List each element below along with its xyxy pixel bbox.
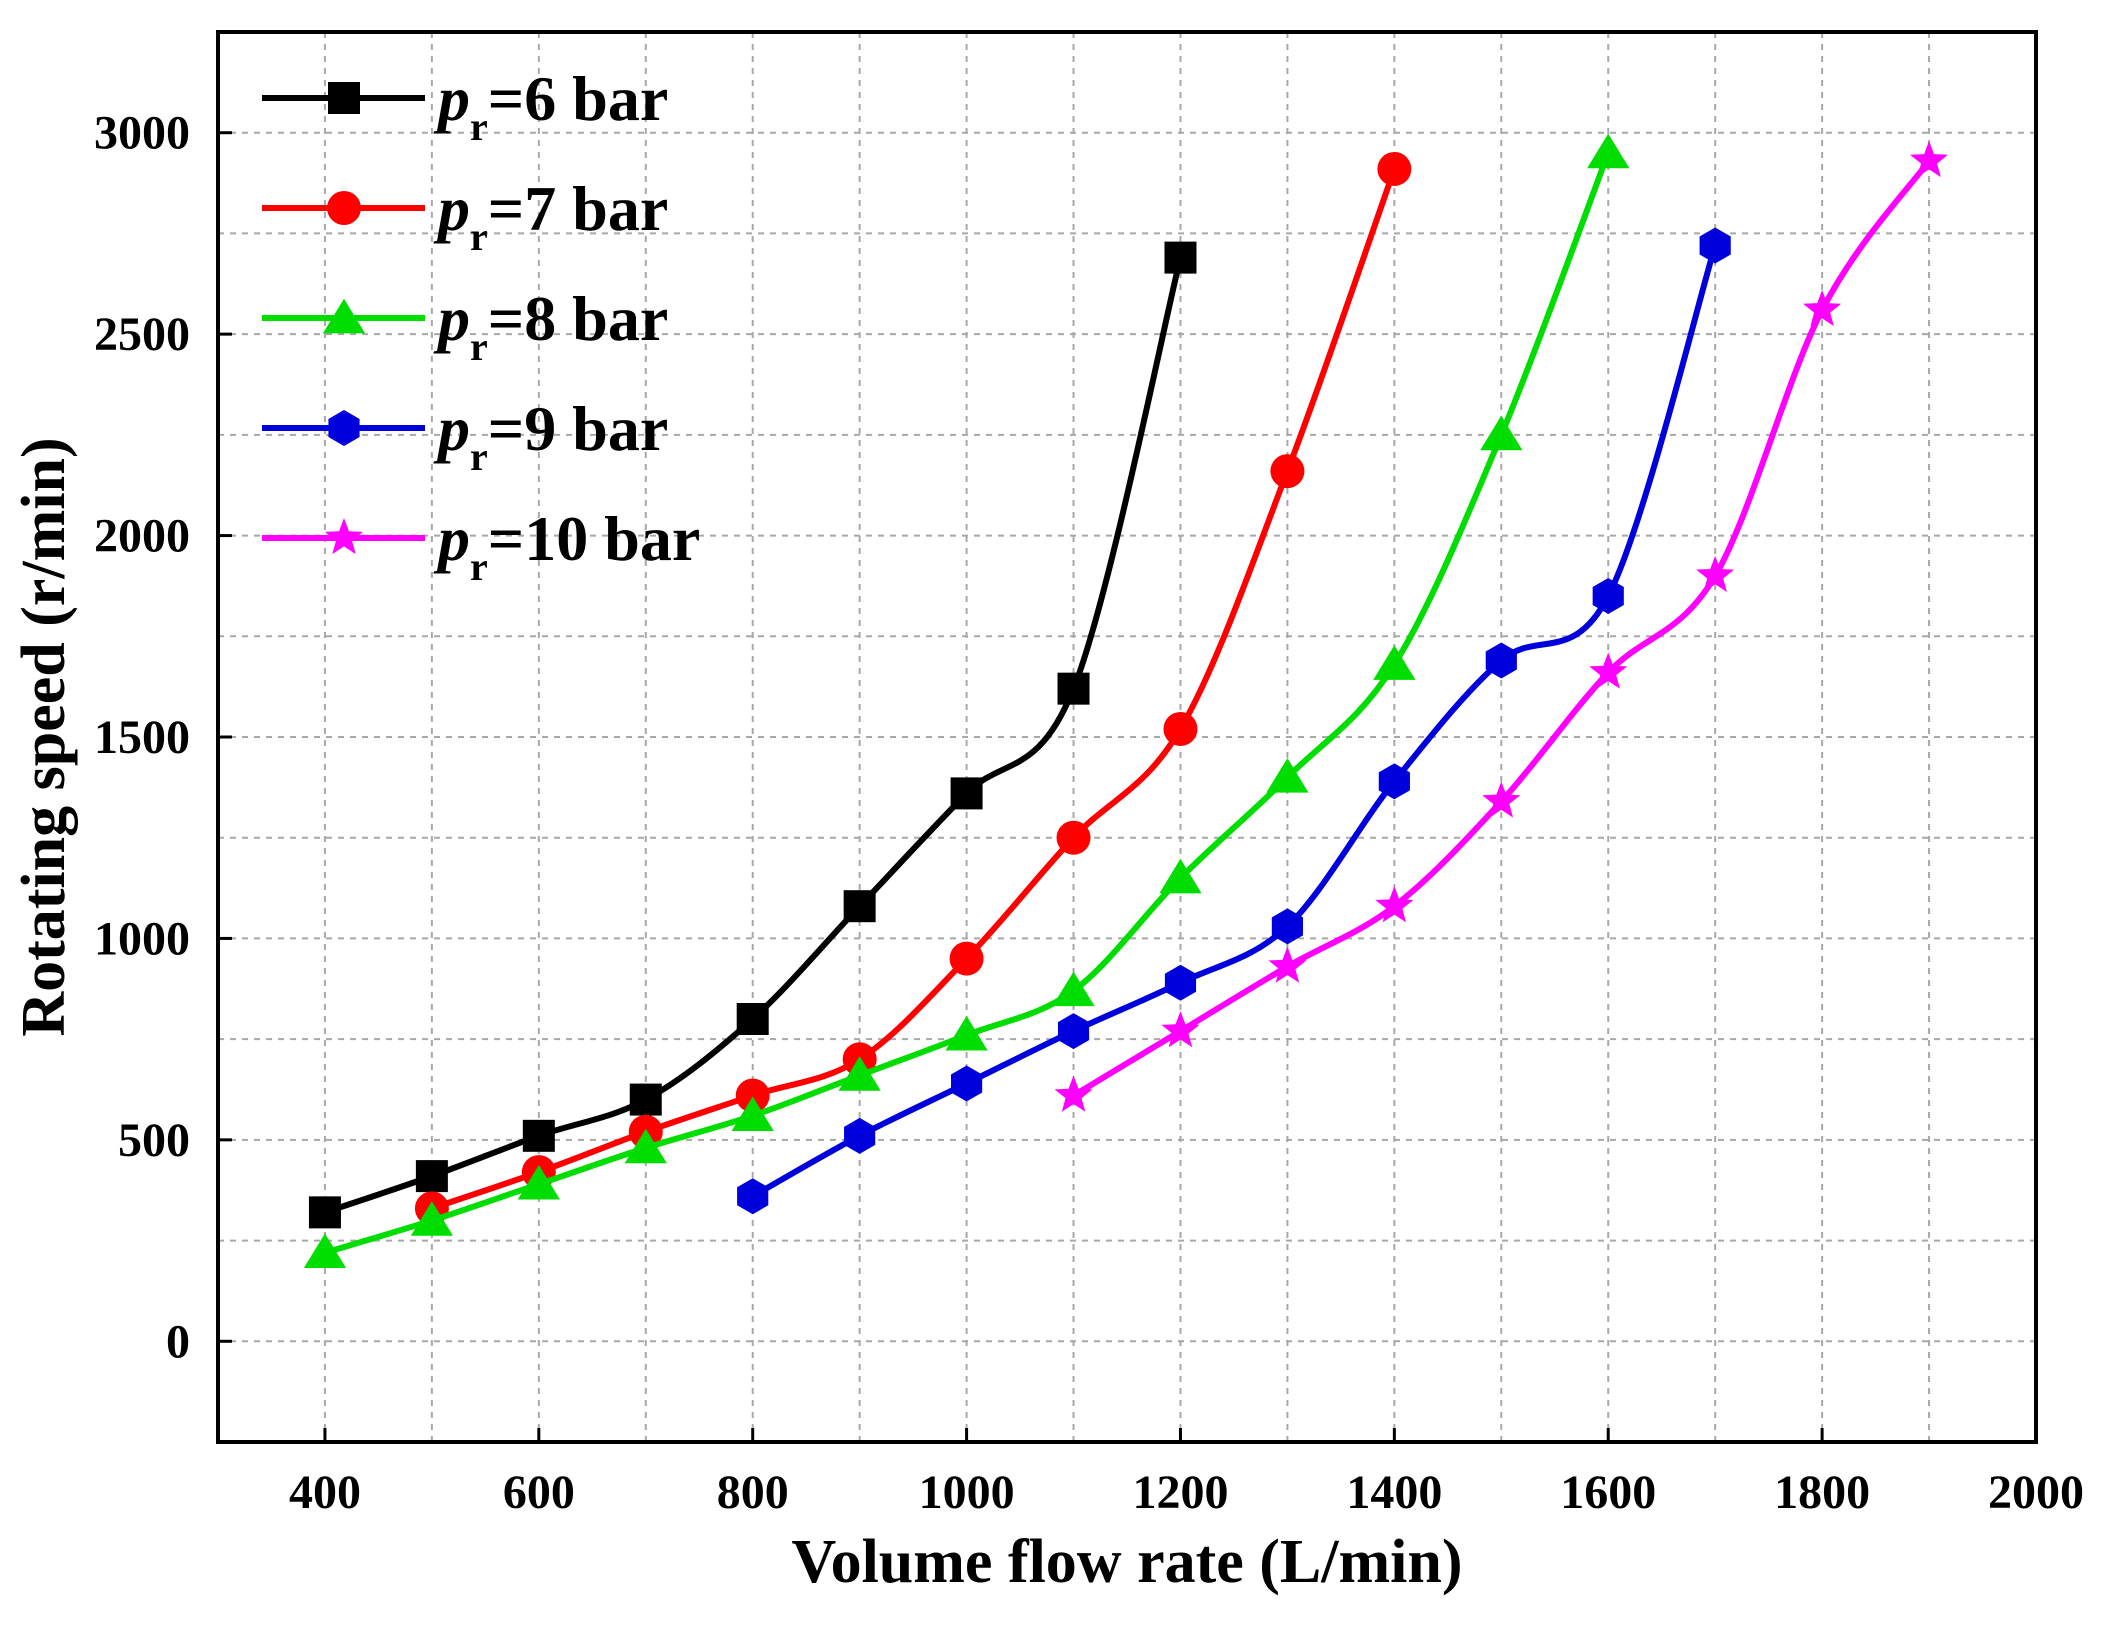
series-4: [737, 227, 1731, 1215]
y-tick-label: 2000: [94, 510, 190, 563]
x-tick-label: 600: [503, 1466, 575, 1519]
data-point: [1268, 946, 1307, 983]
x-tick-label: 800: [717, 1466, 789, 1519]
legend-marker: [327, 191, 361, 225]
data-point: [1378, 763, 1410, 800]
data-point: [1057, 1013, 1090, 1050]
data-point: [1375, 886, 1414, 923]
legend-item: pr=9 bar: [262, 393, 668, 479]
data-point: [1699, 227, 1731, 264]
x-tick-label: 2000: [1988, 1466, 2084, 1519]
data-point: [1052, 971, 1095, 1007]
data-point: [945, 1015, 988, 1051]
x-tick-label: 1000: [919, 1466, 1015, 1519]
legend-label: pr=10 bar: [433, 503, 700, 589]
data-point: [1056, 820, 1091, 855]
data-point: [1377, 151, 1412, 186]
x-tick-label: 400: [289, 1466, 361, 1519]
y-tick-label: 1000: [94, 912, 190, 965]
x-tick-label: 1800: [1774, 1466, 1870, 1519]
series-5: [1054, 140, 1949, 1112]
legend-item: pr=7 bar: [262, 173, 668, 259]
data-point: [1696, 555, 1735, 593]
legend-item: pr=10 bar: [262, 503, 700, 589]
series-line: [1071, 159, 1932, 1099]
data-point: [410, 1201, 454, 1236]
legend-marker: [324, 518, 364, 555]
legend-marker: [328, 410, 360, 446]
y-axis-title: Rotating speed (r/min): [10, 437, 78, 1036]
legend-item: pr=6 bar: [262, 63, 668, 149]
data-point: [1271, 908, 1304, 945]
data-point: [629, 1083, 662, 1116]
x-tick-label: 1200: [1132, 1466, 1228, 1519]
y-tick-label: 3000: [94, 107, 190, 160]
legend-label: pr=6 bar: [433, 63, 668, 149]
data-point: [1482, 781, 1521, 818]
y-tick-label: 2500: [94, 308, 190, 361]
data-point: [737, 1178, 769, 1215]
data-point: [1803, 289, 1842, 327]
data-point: [1373, 645, 1416, 680]
x-tick-label: 1600: [1560, 1466, 1656, 1519]
series-layer: [303, 133, 1949, 1269]
series-1: [308, 241, 1197, 1229]
y-tick-label: 1500: [94, 711, 190, 764]
data-point: [1164, 241, 1197, 274]
data-point: [522, 1119, 555, 1152]
x-tick-label: 1400: [1346, 1466, 1442, 1519]
data-point: [1161, 1011, 1200, 1048]
data-point: [1163, 711, 1198, 746]
data-point: [1589, 652, 1628, 689]
data-point: [950, 1065, 983, 1102]
series-line: [323, 256, 1184, 1216]
data-point: [1159, 858, 1202, 894]
legend-marker: [322, 298, 366, 334]
legend-label: pr=8 bar: [433, 283, 668, 369]
gridlines: [218, 31, 2036, 1442]
series-2: [414, 151, 1412, 1226]
data-point: [624, 1128, 667, 1164]
data-point: [1266, 758, 1309, 793]
data-point: [950, 777, 983, 810]
data-point: [415, 1160, 448, 1193]
tick-labels: 400 600 800 1000 1200 1400 1600 1800 2000 0 500 100…: [94, 107, 2084, 1519]
data-point: [1480, 415, 1523, 451]
x-axis-title: Volume flow rate (L/min): [791, 1528, 1462, 1596]
data-point: [1164, 964, 1197, 1001]
data-point: [1592, 578, 1624, 614]
series-3: [303, 133, 1630, 1269]
data-point: [308, 1196, 341, 1229]
data-point: [1587, 133, 1630, 169]
data-point: [517, 1164, 560, 1200]
data-point: [1270, 454, 1305, 489]
data-point: [1910, 140, 1949, 178]
legend-label: pr=9 bar: [433, 393, 668, 479]
legend-item: pr=8 bar: [262, 283, 668, 369]
data-point: [844, 1117, 876, 1154]
y-tick-label: 0: [166, 1315, 190, 1368]
data-point: [838, 1056, 881, 1091]
data-point: [1054, 1075, 1093, 1112]
data-point: [1057, 672, 1090, 705]
y-tick-label: 500: [118, 1114, 190, 1167]
legend-label: pr=7 bar: [433, 173, 668, 259]
data-point: [731, 1096, 774, 1132]
data-point: [736, 1003, 769, 1035]
legend-marker: [328, 82, 360, 114]
legend: pr=6 bar pr=7 bar pr=8 bar pr=9 bar pr=10 ba…: [262, 63, 700, 589]
series-line: [324, 151, 1612, 1256]
data-point: [1485, 642, 1517, 679]
data-point: [843, 890, 876, 923]
data-point: [303, 1233, 347, 1269]
data-point: [949, 941, 984, 976]
data-point: [735, 1078, 770, 1113]
